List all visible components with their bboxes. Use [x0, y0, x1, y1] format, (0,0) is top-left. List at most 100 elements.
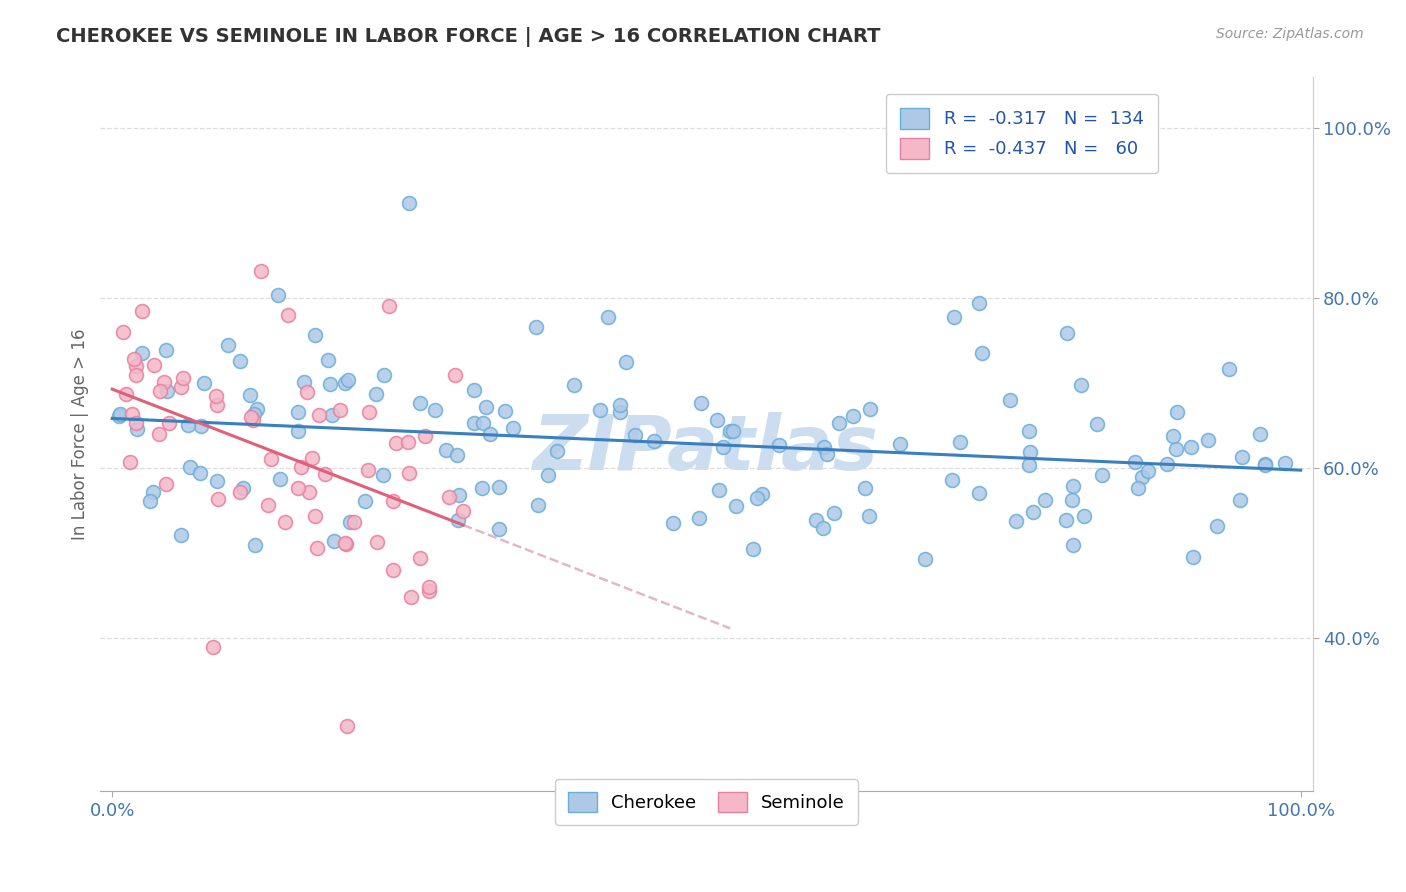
Point — [1180, 441, 1202, 455]
Point — [413, 428, 436, 442]
Point — [193, 376, 215, 390]
Point — [443, 368, 465, 383]
Point — [243, 407, 266, 421]
Point — [287, 425, 309, 439]
Point — [381, 563, 404, 577]
Point — [624, 428, 647, 442]
Point — [768, 438, 790, 452]
Point — [131, 346, 153, 360]
Point — [418, 584, 440, 599]
Point — [1274, 456, 1296, 470]
Point — [314, 467, 336, 481]
Point — [318, 353, 340, 368]
Point — [1062, 478, 1084, 492]
Point — [463, 383, 485, 397]
Point — [1018, 458, 1040, 473]
Point — [488, 480, 510, 494]
Point — [143, 359, 166, 373]
Point — [366, 386, 388, 401]
Point — [942, 310, 965, 325]
Point — [423, 403, 446, 417]
Point — [385, 436, 408, 450]
Point — [537, 468, 560, 483]
Point — [471, 481, 494, 495]
Point — [689, 396, 711, 410]
Point — [609, 398, 631, 412]
Point — [399, 590, 422, 604]
Point — [157, 416, 180, 430]
Point — [813, 440, 835, 454]
Point — [742, 542, 765, 557]
Point — [815, 447, 838, 461]
Point — [335, 537, 357, 551]
Point — [328, 402, 350, 417]
Point — [706, 413, 728, 427]
Point — [1085, 417, 1108, 431]
Point — [1060, 492, 1083, 507]
Point — [337, 373, 360, 387]
Point — [155, 476, 177, 491]
Point — [409, 551, 432, 566]
Point — [718, 424, 741, 438]
Point — [267, 288, 290, 302]
Point — [546, 444, 568, 458]
Point — [475, 400, 498, 414]
Point — [257, 498, 280, 512]
Point — [138, 493, 160, 508]
Point — [179, 460, 201, 475]
Point — [463, 417, 485, 431]
Point — [323, 533, 346, 548]
Point — [1054, 513, 1077, 527]
Point — [169, 379, 191, 393]
Point — [941, 473, 963, 487]
Point — [609, 405, 631, 419]
Point — [1035, 492, 1057, 507]
Point — [287, 404, 309, 418]
Point — [1062, 538, 1084, 552]
Point — [115, 387, 138, 401]
Point — [298, 485, 321, 500]
Point — [371, 467, 394, 482]
Point — [239, 388, 262, 402]
Point — [828, 416, 851, 430]
Point — [287, 481, 309, 495]
Point — [229, 353, 252, 368]
Point — [170, 528, 193, 542]
Point — [342, 515, 364, 529]
Point — [527, 498, 550, 512]
Point — [319, 376, 342, 391]
Point — [1156, 457, 1178, 471]
Point — [124, 368, 146, 382]
Point — [439, 490, 461, 504]
Point — [823, 506, 845, 520]
Point — [1005, 514, 1028, 528]
Point — [495, 403, 517, 417]
Point — [357, 463, 380, 477]
Point — [339, 516, 361, 530]
Point — [205, 389, 228, 403]
Point — [723, 424, 745, 438]
Point — [614, 355, 637, 369]
Point — [202, 640, 225, 655]
Point — [366, 534, 388, 549]
Point — [357, 405, 380, 419]
Point — [709, 483, 731, 497]
Point — [333, 536, 356, 550]
Point — [149, 384, 172, 398]
Point — [858, 508, 880, 523]
Point — [131, 304, 153, 318]
Point — [967, 296, 990, 310]
Point — [188, 466, 211, 480]
Point — [382, 493, 405, 508]
Point — [1181, 550, 1204, 565]
Point — [277, 309, 299, 323]
Point — [122, 351, 145, 366]
Point — [853, 482, 876, 496]
Point — [1136, 464, 1159, 478]
Point — [292, 375, 315, 389]
Point — [1230, 450, 1253, 464]
Point — [148, 426, 170, 441]
Point — [1249, 426, 1271, 441]
Point — [172, 371, 194, 385]
Point — [1123, 455, 1146, 469]
